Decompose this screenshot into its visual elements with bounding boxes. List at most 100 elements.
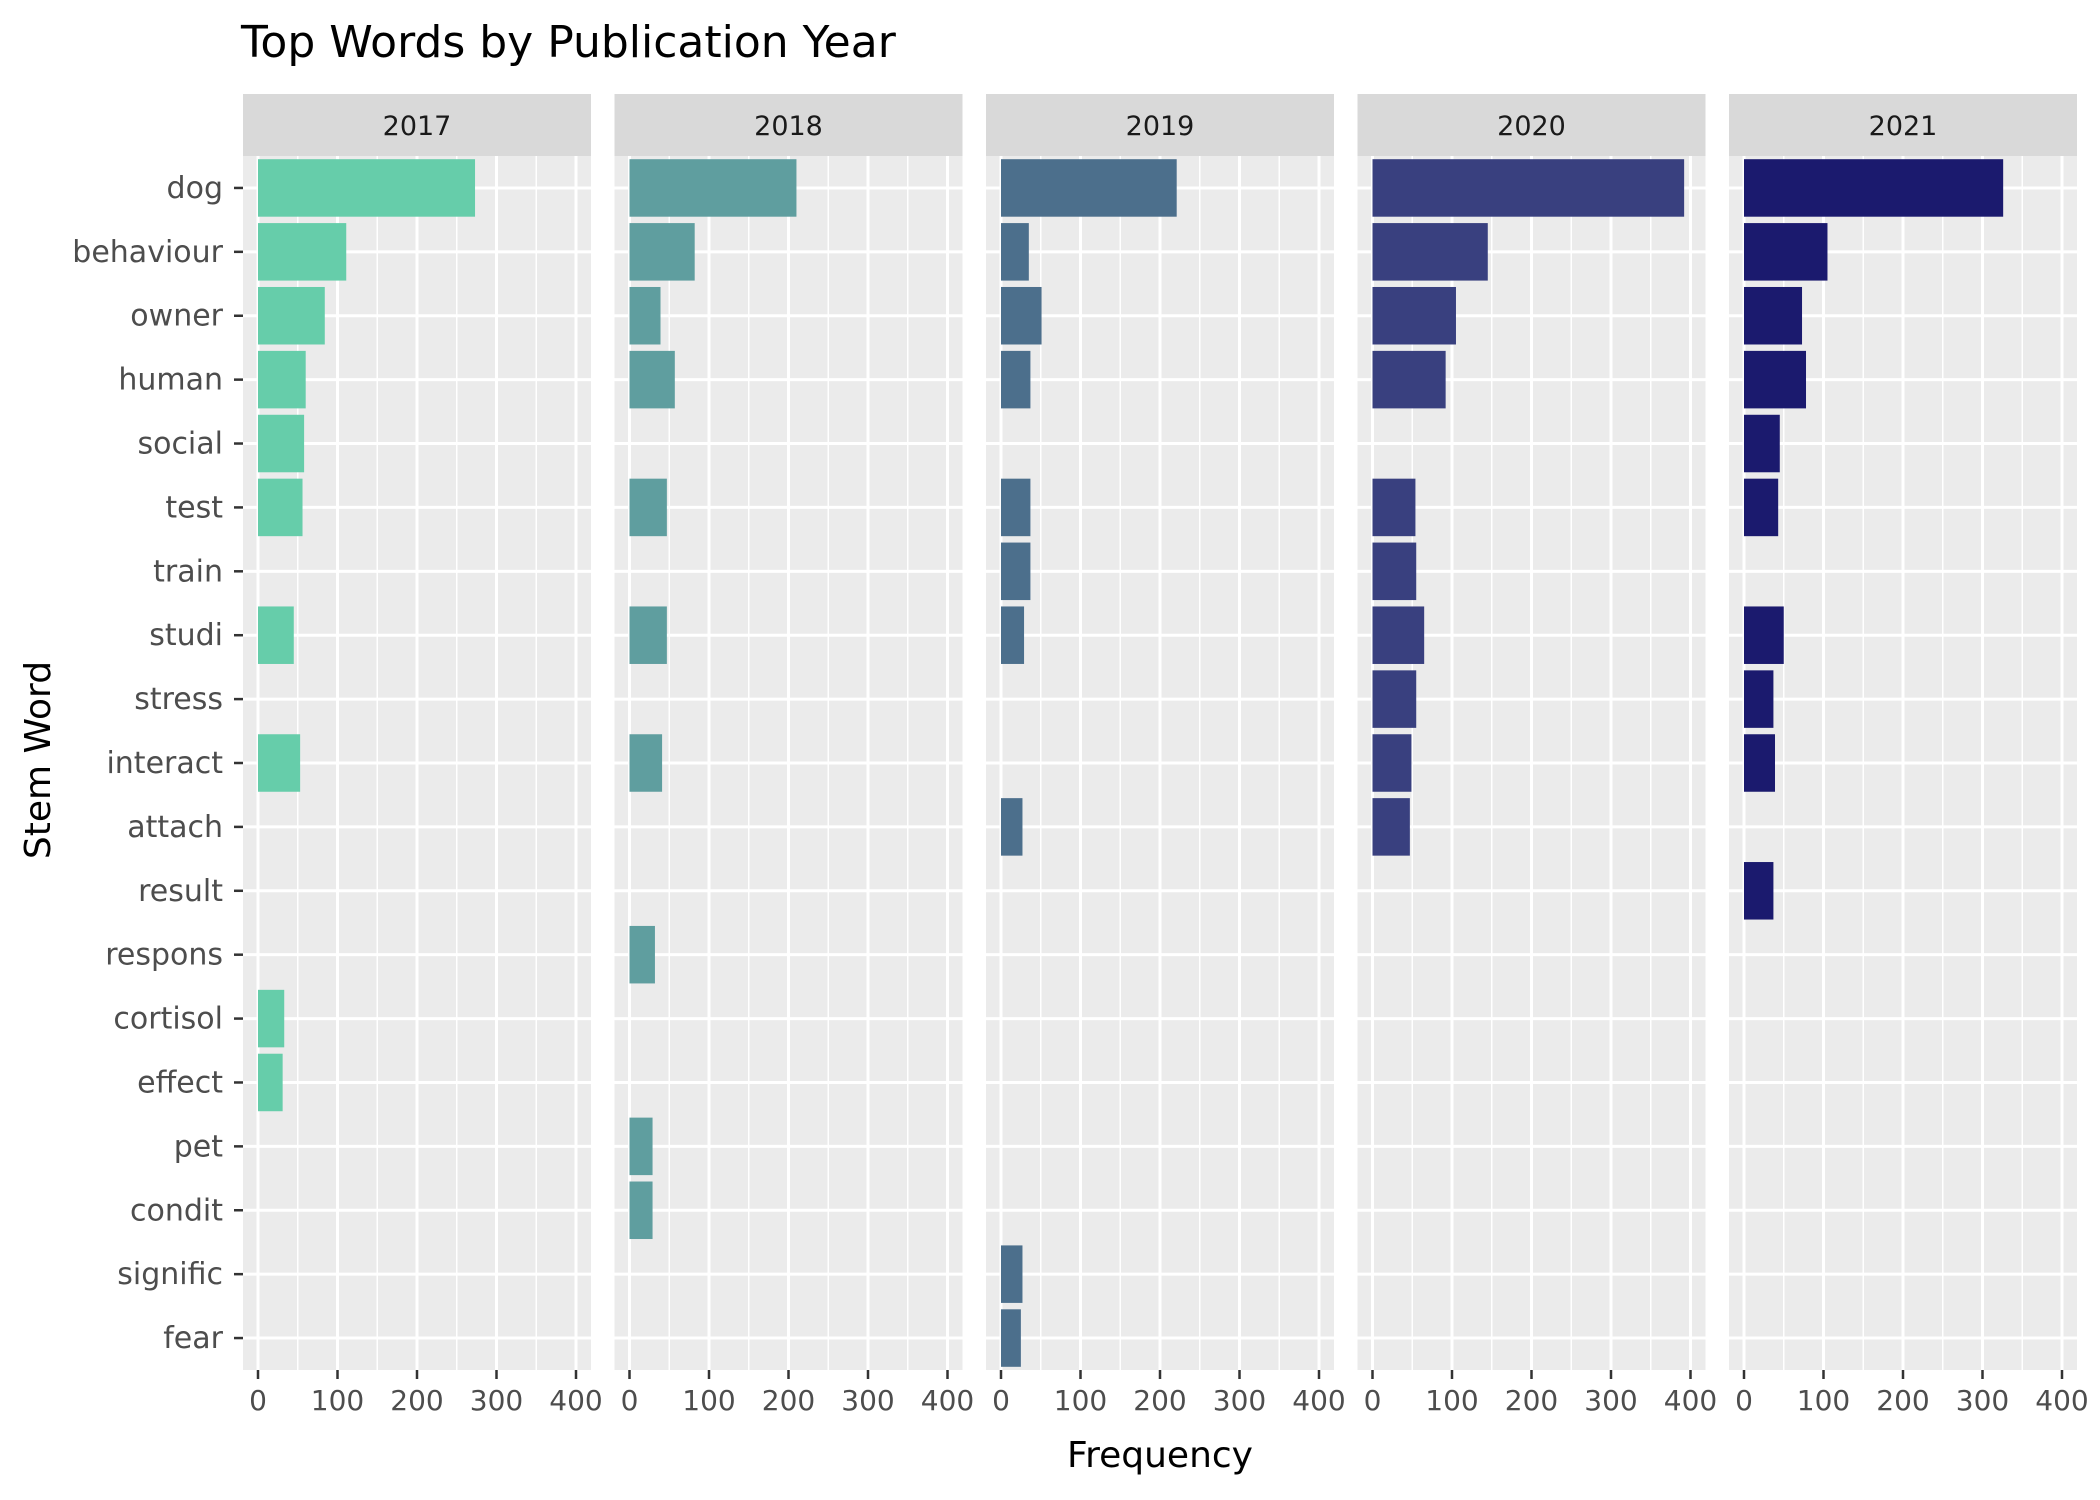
bar-train-2020 xyxy=(1372,542,1417,601)
x-tick-label: 0 xyxy=(1364,1384,1382,1417)
x-tick-label: 400 xyxy=(1664,1384,1717,1417)
x-tick-label: 200 xyxy=(1876,1384,1929,1417)
x-tick-label: 0 xyxy=(992,1384,1010,1417)
y-tick-label: studi xyxy=(149,618,223,653)
bar-human-2019 xyxy=(1001,350,1031,409)
bar-human-2018 xyxy=(629,350,675,409)
x-tick-label: 100 xyxy=(311,1384,364,1417)
y-tick-label: interact xyxy=(106,746,223,781)
x-tick-label: 400 xyxy=(921,1384,974,1417)
bar-dog-2020 xyxy=(1372,159,1685,217)
y-tick-label: train xyxy=(153,554,223,589)
facet-strip-label: 2020 xyxy=(1497,111,1566,142)
x-tick-label: 0 xyxy=(621,1384,639,1417)
bar-test-2020 xyxy=(1372,478,1416,537)
y-tick-label: dog xyxy=(167,171,223,206)
bar-owner-2017 xyxy=(258,286,325,345)
bar-human-2021 xyxy=(1744,350,1807,409)
y-tick-label: cortisol xyxy=(113,1002,223,1037)
bar-behaviour-2019 xyxy=(1001,223,1029,281)
facet-strip xyxy=(1357,94,1706,156)
bar-behaviour-2017 xyxy=(258,223,347,281)
facet-strip xyxy=(1729,94,2077,156)
facet-panel-2017: 2017 0 100 200 300 400 xyxy=(243,94,603,1417)
bar-pet-2018 xyxy=(629,1117,653,1176)
x-tick-label: 300 xyxy=(1956,1384,2009,1417)
bar-owner-2020 xyxy=(1372,286,1456,345)
bar-studi-2020 xyxy=(1372,606,1425,664)
bar-behaviour-2020 xyxy=(1372,223,1488,281)
x-tick-label: 300 xyxy=(841,1384,894,1417)
bar-dog-2017 xyxy=(258,159,476,217)
bar-test-2019 xyxy=(1001,478,1031,537)
y-tick-label: human xyxy=(118,363,223,398)
bar-owner-2019 xyxy=(1001,286,1042,345)
chart-title: Top Words by Publication Year xyxy=(240,17,897,68)
bar-interact-2021 xyxy=(1744,734,1776,792)
x-tick-label: 100 xyxy=(682,1384,735,1417)
y-tick-label: condit xyxy=(130,1193,223,1228)
bar-studi-2017 xyxy=(258,606,294,664)
bar-test-2018 xyxy=(629,478,667,537)
bar-result-2021 xyxy=(1744,862,1774,920)
x-tick-label: 400 xyxy=(2035,1384,2088,1417)
bar-test-2017 xyxy=(258,478,303,537)
bar-stress-2020 xyxy=(1372,670,1417,728)
bar-studi-2018 xyxy=(629,606,667,664)
bar-social-2017 xyxy=(258,414,305,473)
bar-signific-2019 xyxy=(1001,1245,1023,1303)
bar-attach-2020 xyxy=(1372,798,1410,856)
facet-strip-label: 2017 xyxy=(383,111,452,142)
bar-dog-2019 xyxy=(1001,159,1177,217)
bar-cortisol-2017 xyxy=(258,989,285,1048)
x-tick-label: 300 xyxy=(1213,1384,1266,1417)
x-tick-label: 100 xyxy=(1797,1384,1850,1417)
y-tick-label: pet xyxy=(174,1129,224,1164)
facet-strip xyxy=(243,94,591,156)
facet-panel-2020: 2020 0 100 200 300 400 xyxy=(1357,94,1717,1417)
y-tick-label: stress xyxy=(134,682,223,717)
y-tick-label: signific xyxy=(117,1257,223,1292)
y-axis-title: Stem Word xyxy=(18,661,59,859)
bar-dog-2021 xyxy=(1744,159,2004,217)
bar-owner-2021 xyxy=(1744,286,1803,345)
facet-panel-2018: 2018 0 100 200 300 400 xyxy=(614,94,974,1417)
bar-studi-2019 xyxy=(1001,606,1025,664)
facet-panel-2021: 2021 0 100 200 300 400 xyxy=(1729,94,2089,1417)
bar-studi-2021 xyxy=(1744,606,1784,664)
bar-interact-2017 xyxy=(258,734,301,792)
bar-effect-2017 xyxy=(258,1053,283,1112)
x-tick-label: 100 xyxy=(1425,1384,1478,1417)
bar-owner-2018 xyxy=(629,286,661,345)
x-tick-label: 0 xyxy=(1735,1384,1753,1417)
x-tick-label: 100 xyxy=(1054,1384,1107,1417)
x-tick-label: 200 xyxy=(762,1384,815,1417)
facet-panel-2019: 2019 0 100 200 300 400 xyxy=(986,94,1346,1417)
bar-fear-2019 xyxy=(1001,1309,1021,1367)
y-tick-label: social xyxy=(137,427,223,462)
y-tick-label: owner xyxy=(130,299,223,334)
facet-strip-label: 2019 xyxy=(1126,111,1195,142)
bar-attach-2019 xyxy=(1001,798,1023,856)
facet-strip xyxy=(614,94,963,156)
facet-panels: dog behaviour owner human social test train stu… xyxy=(72,94,2089,1417)
bar-train-2019 xyxy=(1001,542,1031,601)
bar-stress-2021 xyxy=(1744,670,1774,728)
bar-behaviour-2021 xyxy=(1744,223,1828,281)
facet-strip xyxy=(986,94,1334,156)
bar-human-2020 xyxy=(1372,350,1446,409)
y-tick-label: respons xyxy=(105,938,223,973)
bar-behaviour-2018 xyxy=(629,223,695,281)
bar-condit-2018 xyxy=(629,1181,653,1240)
y-tick-label: test xyxy=(165,490,223,525)
y-tick-label: effect xyxy=(137,1065,223,1100)
x-tick-label: 200 xyxy=(1505,1384,1558,1417)
bar-human-2017 xyxy=(258,350,306,409)
x-tick-label: 400 xyxy=(549,1384,602,1417)
x-tick-label: 200 xyxy=(390,1384,443,1417)
x-tick-label: 200 xyxy=(1133,1384,1186,1417)
y-tick-label: result xyxy=(138,874,223,909)
x-tick-label: 300 xyxy=(470,1384,523,1417)
bar-test-2021 xyxy=(1744,478,1779,537)
x-tick-label: 400 xyxy=(1292,1384,1345,1417)
